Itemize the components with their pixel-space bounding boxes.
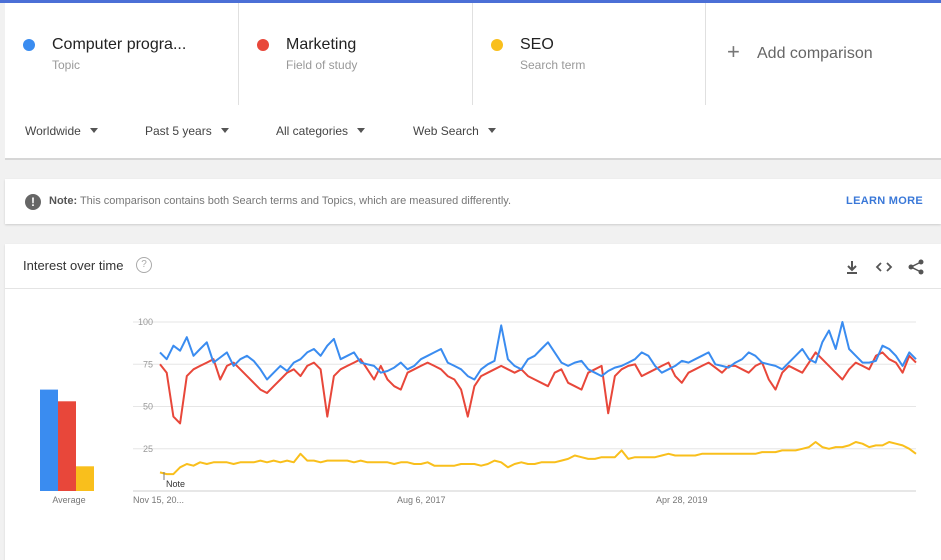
x-tick-label: Apr 28, 2019: [656, 495, 708, 505]
filter-category-dropdown[interactable]: All categories: [276, 124, 366, 138]
filter-label: Web Search: [413, 124, 479, 138]
note-text: Note: This comparison contains both Sear…: [49, 195, 511, 207]
interest-chart: Average 25 50 75 100 Nov 15, 20... Aug 6, 20…: [40, 317, 917, 505]
term-type: Field of study: [286, 58, 358, 72]
help-icon[interactable]: ?: [136, 257, 152, 273]
filter-region-dropdown[interactable]: Worldwide: [25, 124, 98, 138]
note-annotation[interactable]: Note: [166, 479, 185, 489]
filter-label: All categories: [276, 124, 349, 138]
chart-header: Interest over time ?: [5, 244, 941, 289]
chart-title: Interest over time: [23, 258, 124, 273]
caret-down-icon: [220, 128, 229, 133]
filter-label: Worldwide: [25, 124, 81, 138]
share-icon[interactable]: [907, 258, 925, 276]
x-tick-label: Nov 15, 20...: [133, 495, 184, 505]
y-tick-label: 50: [143, 402, 153, 412]
series-line-1[interactable]: [159, 321, 917, 381]
term-type: Search term: [520, 58, 586, 72]
series-line-3[interactable]: [159, 441, 917, 476]
y-tick-label: 25: [143, 444, 153, 454]
filter-bar: Worldwide Past 5 years All categories We…: [5, 105, 941, 160]
caret-down-icon: [487, 128, 496, 133]
comparison-term-computer-programming[interactable]: Computer progra... Topic: [5, 3, 239, 105]
term-color-dot: [491, 39, 503, 51]
term-name: Computer progra...: [52, 36, 187, 53]
add-comparison-button[interactable]: + Add comparison: [705, 3, 941, 105]
interest-over-time-card: Interest over time ? Average 25 50 75 100 N…: [5, 244, 941, 560]
term-name: SEO: [520, 36, 554, 53]
top-accent-line: [0, 0, 941, 3]
learn-more-link[interactable]: LEARN MORE: [846, 195, 923, 207]
download-icon[interactable]: [843, 258, 861, 276]
average-bar-2[interactable]: [58, 401, 76, 491]
alert-icon: !: [25, 194, 41, 210]
term-color-dot: [23, 39, 35, 51]
filter-time-dropdown[interactable]: Past 5 years: [145, 124, 229, 138]
term-type: Topic: [52, 58, 81, 72]
comparison-bar: Computer progra... Topic Marketing Field…: [5, 3, 941, 106]
note-body: This comparison contains both Search ter…: [77, 195, 512, 207]
caret-down-icon: [89, 128, 98, 133]
embed-icon[interactable]: [875, 258, 893, 276]
x-tick-label: Aug 6, 2017: [397, 495, 446, 505]
plus-icon: +: [727, 39, 740, 64]
comparison-term-seo[interactable]: SEO Search term: [473, 3, 706, 105]
comparison-term-marketing[interactable]: Marketing Field of study: [239, 3, 473, 105]
filter-label: Past 5 years: [145, 124, 212, 138]
series-line-2[interactable]: [159, 351, 917, 425]
filter-search-type-dropdown[interactable]: Web Search: [413, 124, 496, 138]
note-bold: Note:: [49, 195, 78, 207]
term-color-dot: [257, 39, 269, 51]
note-card: ! Note: This comparison contains both Se…: [5, 179, 941, 224]
term-name: Marketing: [286, 36, 357, 53]
y-tick-label: 100: [138, 317, 153, 327]
average-bar-1[interactable]: [40, 389, 58, 491]
y-tick-label: 75: [143, 359, 153, 369]
add-comparison-label: Add comparison: [757, 45, 873, 62]
average-bar-3[interactable]: [76, 466, 94, 491]
caret-down-icon: [357, 128, 366, 133]
average-label: Average: [52, 495, 85, 505]
